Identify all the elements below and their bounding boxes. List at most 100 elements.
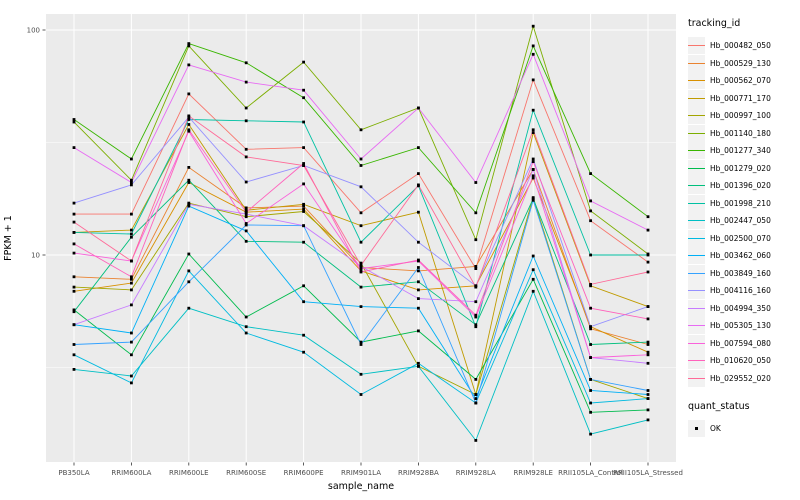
data-point xyxy=(302,88,305,92)
legend-key-line-icon xyxy=(688,369,705,387)
legend-entry: Hb_001277_340 xyxy=(688,142,798,160)
data-point xyxy=(589,432,592,436)
legend-title-tracking-id: tracking_id xyxy=(688,18,741,29)
data-point xyxy=(474,285,478,289)
legend-key-line-icon xyxy=(688,37,705,55)
data-point xyxy=(130,259,133,263)
data-point xyxy=(589,343,592,346)
data-point xyxy=(646,350,650,354)
data-point xyxy=(359,224,363,228)
data-point xyxy=(130,183,133,187)
data-point xyxy=(589,253,592,257)
data-point xyxy=(531,197,535,201)
data-point xyxy=(302,210,305,213)
data-point xyxy=(417,183,420,187)
data-point xyxy=(474,393,478,396)
data-point xyxy=(187,92,191,96)
data-point xyxy=(72,275,76,279)
data-point xyxy=(589,199,592,203)
data-point xyxy=(72,310,76,314)
data-point xyxy=(72,251,76,255)
data-point xyxy=(187,252,191,256)
data-point xyxy=(244,222,248,225)
legend-key-square-icon xyxy=(688,420,705,438)
legend-key-line-icon xyxy=(688,229,705,247)
data-point xyxy=(244,239,248,243)
legend-key-line-icon xyxy=(688,247,705,265)
data-point xyxy=(72,118,76,121)
legend-key-line-icon xyxy=(688,54,705,72)
x-tick-label: RRIM600LE xyxy=(169,469,209,477)
legend-key-line-icon xyxy=(688,124,705,142)
data-point xyxy=(589,209,592,213)
data-point xyxy=(302,284,305,288)
data-point xyxy=(187,280,191,284)
data-point xyxy=(302,162,305,165)
data-point xyxy=(244,315,248,319)
data-point xyxy=(359,270,363,274)
legend-entry-label: Hb_003462_060 xyxy=(710,251,771,261)
legend-entry: Hb_003462_060 xyxy=(688,247,798,265)
data-point xyxy=(244,155,248,159)
data-point xyxy=(531,168,535,171)
data-point xyxy=(72,323,76,327)
data-point xyxy=(130,235,133,239)
legend-entry-label: Hb_001279_020 xyxy=(710,163,771,173)
data-point xyxy=(244,331,248,335)
data-point xyxy=(72,308,76,312)
legend-entry: Hb_001998_210 xyxy=(688,194,798,213)
data-point xyxy=(302,350,305,354)
data-point xyxy=(359,285,363,289)
data-point xyxy=(646,397,650,400)
data-point xyxy=(72,231,76,234)
data-point xyxy=(646,215,650,219)
data-point xyxy=(474,300,478,304)
data-point xyxy=(474,439,478,442)
x-tick-label: RRIM928LA xyxy=(456,469,496,477)
legend-entry-label: Hb_004994_350 xyxy=(710,303,771,313)
data-point xyxy=(244,210,248,214)
y-tick-label: 100 xyxy=(27,27,40,35)
data-point xyxy=(359,185,363,189)
legend-title-quant-status: quant_status xyxy=(688,401,750,412)
data-point xyxy=(359,267,363,270)
data-point xyxy=(130,288,133,292)
data-point xyxy=(531,78,535,82)
legend-entry-label: Hb_007594_080 xyxy=(710,338,771,348)
data-point xyxy=(359,157,363,161)
data-point xyxy=(130,181,133,184)
legend-entry-label: Hb_001998_210 xyxy=(710,198,771,208)
data-point xyxy=(417,364,420,368)
data-point xyxy=(589,306,592,310)
data-point xyxy=(359,343,363,346)
x-tick-label: RRIM928LE xyxy=(513,469,553,477)
data-point xyxy=(302,204,305,208)
data-point xyxy=(417,210,420,214)
legend-key-line-icon xyxy=(688,72,705,90)
data-point xyxy=(359,211,363,215)
legend-entry-label: Hb_000562_070 xyxy=(710,76,771,86)
data-point xyxy=(244,106,248,110)
legend-key-line-icon xyxy=(688,89,705,107)
legend-entry: Hb_000997_100 xyxy=(688,107,798,125)
data-point xyxy=(187,166,191,169)
legend-entry: Hb_001140_180 xyxy=(688,124,798,143)
data-point xyxy=(646,260,650,264)
legend-entry-label: Hb_001396_020 xyxy=(710,181,771,191)
legend-entry: Hb_000771_170 xyxy=(688,89,798,108)
data-point xyxy=(302,240,305,244)
data-point xyxy=(130,374,133,378)
data-point xyxy=(359,340,363,344)
legend-entry-label: Hb_004116_160 xyxy=(710,286,771,296)
data-point xyxy=(531,157,535,161)
data-point xyxy=(302,60,305,64)
x-tick-label: PB350LA xyxy=(58,469,89,477)
legend-key-line-icon xyxy=(688,334,705,352)
data-point xyxy=(302,202,305,206)
legend-entry: OK xyxy=(688,420,798,438)
data-point xyxy=(187,306,191,310)
legend-entry-label: Hb_000771_170 xyxy=(710,93,771,103)
data-point xyxy=(531,254,535,258)
data-point xyxy=(187,129,191,133)
